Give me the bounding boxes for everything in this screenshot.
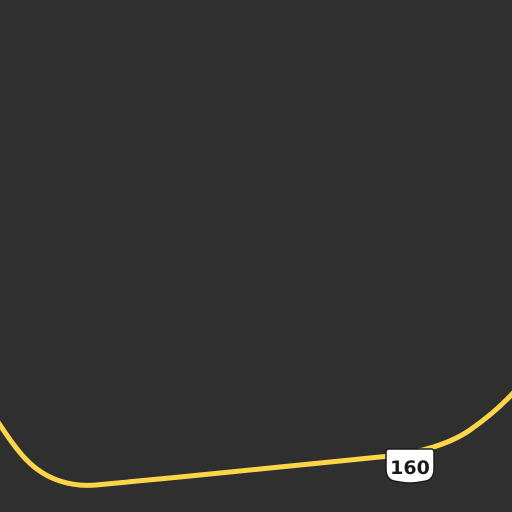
us-route-shield-icon[interactable]: 160 xyxy=(386,449,434,483)
route-number-label: 160 xyxy=(390,457,430,479)
